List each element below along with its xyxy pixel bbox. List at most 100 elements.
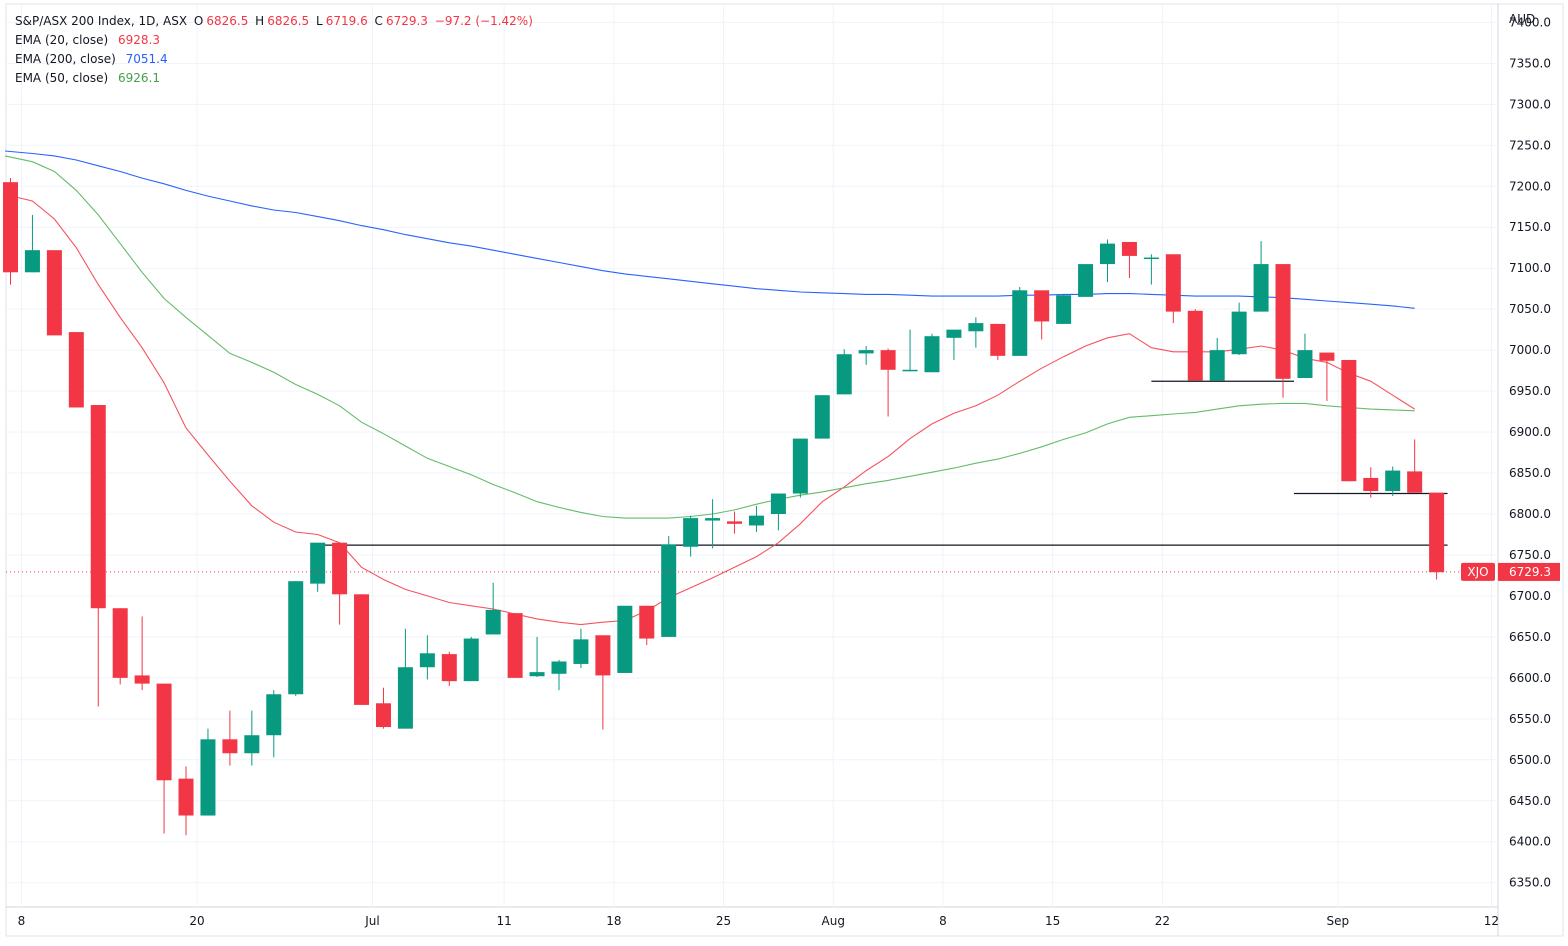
candle-body [880,350,896,370]
candle[interactable] [1034,290,1050,340]
ema200-legend[interactable]: EMA (200, close) 7051.4 [15,52,168,66]
y-tick-label: 6400.0 [1509,835,1551,849]
candle[interactable] [419,635,435,680]
candle-body [1034,290,1050,322]
candle[interactable] [68,332,84,408]
candle[interactable] [1012,287,1028,356]
candle[interactable] [617,605,633,673]
ema200-line [4,150,1415,309]
candle[interactable] [354,594,370,705]
candle-body [836,354,852,395]
candle[interactable] [222,710,238,766]
candle[interactable] [968,317,984,348]
candle[interactable] [1231,302,1247,356]
candle[interactable] [1078,264,1094,297]
candle[interactable] [1209,337,1225,381]
candle[interactable] [1319,352,1335,401]
ema20-legend[interactable]: EMA (20, close) 6928.3 [15,33,160,47]
candle[interactable] [375,687,391,729]
candle[interactable] [595,635,611,730]
candle[interactable] [1429,492,1445,580]
candle-body [485,609,501,635]
ema50-legend[interactable]: EMA (50, close) 6926.1 [15,71,160,85]
candle[interactable] [46,250,62,336]
y-tick-label: 7000.0 [1509,343,1551,357]
candle[interactable] [397,628,413,729]
candle[interactable] [1187,309,1203,381]
candle[interactable] [990,323,1006,360]
candle-body [90,405,106,609]
candle[interactable] [288,581,304,696]
candle[interactable] [332,542,348,625]
ema20-line [4,193,1415,626]
candle[interactable] [507,613,523,678]
candle-body [46,250,62,336]
candle[interactable] [112,608,128,685]
candle[interactable] [924,333,940,373]
candle-body [266,694,282,736]
candle-body [1209,350,1225,381]
candle-body [244,735,260,754]
candle[interactable] [748,505,764,533]
candle[interactable] [529,636,545,678]
candle-body [112,608,128,678]
candle[interactable] [1297,333,1313,378]
x-tick-label: 11 [497,914,512,928]
candle[interactable] [1363,467,1379,498]
candle[interactable] [836,349,852,395]
candle[interactable] [705,499,721,549]
candle[interactable] [1385,466,1401,496]
x-tick-label: 25 [716,914,731,928]
y-tick-label: 6800.0 [1509,507,1551,521]
candle[interactable] [3,178,18,285]
candle-body [1363,477,1379,492]
candle[interactable] [310,542,326,592]
candle[interactable] [814,395,830,439]
candle[interactable] [1275,264,1291,398]
candle[interactable] [485,582,501,635]
candle[interactable] [1165,254,1181,324]
candle[interactable] [1121,241,1137,279]
candle[interactable] [770,493,786,531]
candle-body [156,683,172,781]
candle-body [727,521,743,524]
y-tick-label: 6600.0 [1509,671,1551,685]
candle[interactable] [1100,239,1115,283]
candle-body [1187,310,1203,381]
candle[interactable] [551,659,567,691]
candle[interactable] [1407,439,1423,493]
candle[interactable] [727,511,743,534]
candle[interactable] [1143,254,1159,285]
candle[interactable] [1253,241,1269,312]
candle[interactable] [24,214,40,273]
candle[interactable] [683,515,699,557]
candle[interactable] [90,405,106,707]
low-value: 6719.6 [325,14,368,28]
candle[interactable] [661,536,677,637]
candle[interactable] [463,636,479,682]
ohlc-readout: S&P/ASX 200 Index, 1D, ASX O 6826.5 H 6826… [15,14,533,28]
candle[interactable] [1341,359,1357,482]
candle[interactable] [441,651,457,687]
open-value: 6826.5 [206,14,249,28]
candle-body [529,672,545,677]
candle-body [617,605,633,673]
chart-frame [5,3,1564,937]
candle[interactable] [134,616,150,691]
candle[interactable] [244,710,260,766]
candle[interactable] [266,690,282,758]
candle[interactable] [1056,294,1072,324]
candle[interactable] [200,728,216,816]
candle[interactable] [573,628,589,669]
change-value: −97.2 (−1.42%) [434,14,533,28]
candle[interactable] [880,348,896,417]
candle[interactable] [902,329,918,372]
candle[interactable] [156,683,172,834]
candle[interactable] [178,766,194,836]
candle[interactable] [639,605,655,646]
candle[interactable] [858,346,874,365]
candle[interactable] [946,329,962,360]
candle[interactable] [792,438,808,498]
